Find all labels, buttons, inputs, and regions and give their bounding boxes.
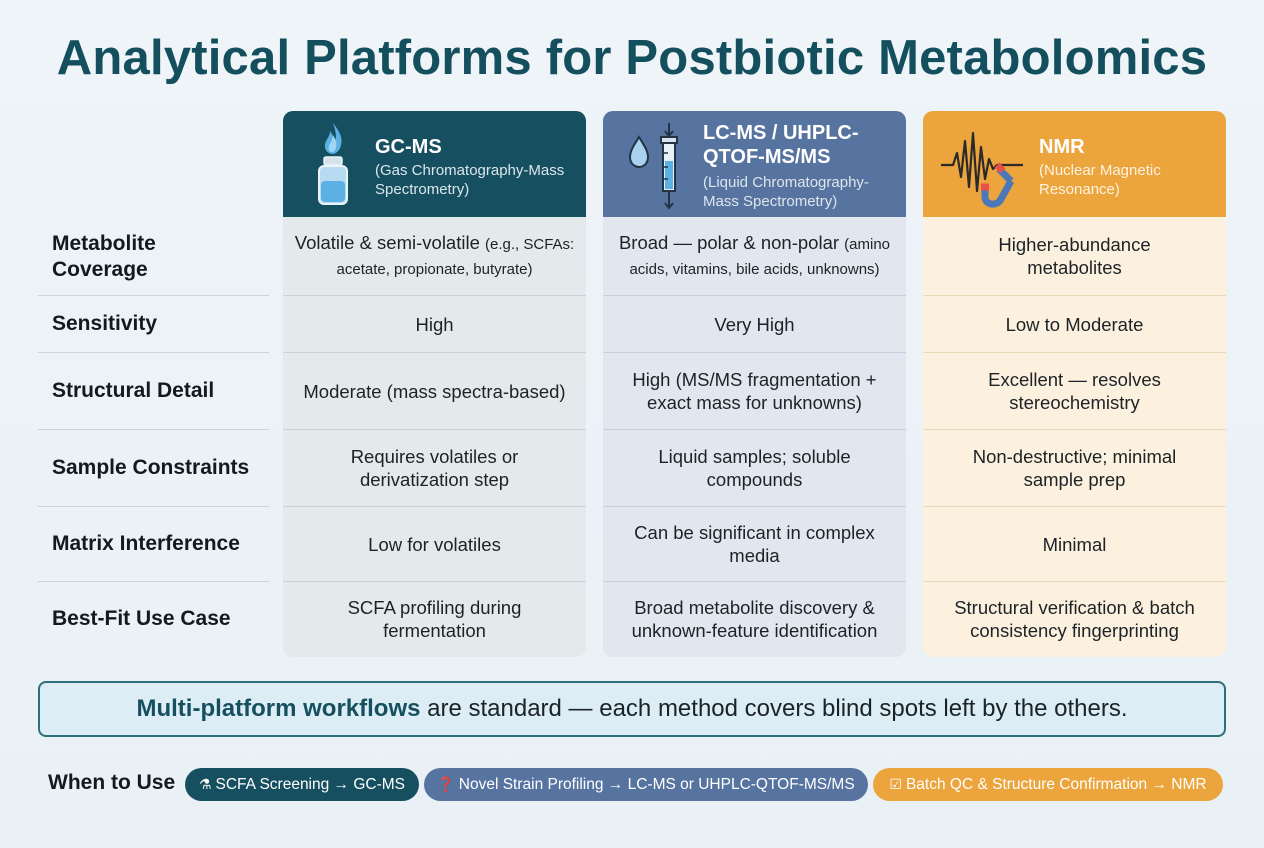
platform-name: LC-MS / UHPLC-QTOF-MS/MS (703, 122, 859, 168)
flame-vial-icon (313, 121, 353, 214)
flask-icon: ⚗ (198, 776, 212, 792)
cell-sensitivity: Low to Moderate (1005, 313, 1144, 335)
banner-emphasis: Multi-platform workflows (136, 695, 421, 722)
use-case-pill-gc-ms: ⚗ SCFA Screening → GC-MS (185, 768, 419, 801)
cell-matrix-interference: Low for volatiles (368, 533, 501, 555)
divider (283, 581, 586, 582)
platform-name: GC-MS (375, 136, 442, 158)
divider (923, 581, 1226, 582)
summary-banner: Multi-platform workflows are standard — … (38, 681, 1226, 737)
coverage-main: Broad — polar & non-polar (618, 232, 840, 253)
row-label-sensitivity: Sensitivity (52, 312, 158, 335)
cell-sample-constraints: Non-destructive; minimal sample prep (972, 446, 1177, 490)
use-case-pill-lc-ms: ❓ Novel Strain Profiling → LC-MS or UHPL… (424, 768, 868, 801)
platform-name: NMR (1039, 136, 1085, 158)
divider (283, 429, 586, 430)
row-divider (38, 295, 269, 296)
row-label-best-fit-use-case: Best-Fit Use Case (52, 607, 231, 630)
cell-coverage: Volatile & semi-volatile (e.g., SCFAs: a… (283, 217, 586, 295)
waveform-magnet-icon (939, 121, 1025, 216)
divider (283, 295, 586, 296)
row-divider (38, 429, 269, 430)
cell-best-fit: Broad metabolite discovery & unknown-fea… (631, 597, 878, 641)
divider (603, 581, 906, 582)
row-label-matrix-interference: Matrix Interference (52, 532, 240, 555)
divider (603, 429, 906, 430)
cell-sample-constraints: Requires volatiles or derivatization ste… (350, 446, 519, 490)
cell-sample-constraints: Liquid samples; soluble compounds (658, 446, 851, 490)
question-icon: ❓ (437, 776, 455, 792)
checkbox-icon: ☑ (889, 776, 902, 792)
divider (923, 429, 1226, 430)
cell-structural-detail: Moderate (mass spectra-based) (303, 380, 566, 402)
pill-text: Novel Strain Profiling → LC-MS or UHPLC-… (458, 775, 855, 793)
cell-structural-detail: High (MS/MS fragmentation + exact mass f… (632, 369, 877, 413)
cell-matrix-interference: Minimal (1042, 533, 1107, 555)
divider (923, 506, 1226, 507)
platform-column-lc-ms: LC-MS / UHPLC-QTOF-MS/MS (Liquid Chromat… (603, 111, 906, 657)
platform-column-nmr: NMR (Nuclear Magnetic Resonance) Higher-… (923, 111, 1226, 657)
divider (283, 352, 586, 353)
divider (283, 506, 586, 507)
use-case-pill-nmr: ☑ Batch QC & Structure Confirmation → NM… (873, 768, 1223, 801)
divider (923, 295, 1226, 296)
platform-column-gc-ms: GC-MS (Gas Chromatography-Mass Spectrome… (283, 111, 586, 657)
column-header-lc-ms: LC-MS / UHPLC-QTOF-MS/MS (Liquid Chromat… (603, 111, 906, 217)
column-header-nmr: NMR (Nuclear Magnetic Resonance) (923, 111, 1226, 217)
droplet-column-icon (625, 121, 685, 216)
cell-coverage: Broad — polar & non-polar (amino acids, … (603, 217, 906, 295)
pill-text: SCFA Screening → GC-MS (215, 775, 406, 793)
cell-sensitivity: Very High (714, 313, 795, 335)
row-divider (38, 581, 269, 582)
divider (603, 295, 906, 296)
cell-coverage: Higher-abundance metabolites (923, 217, 1226, 295)
platform-full-name: (Gas Chromatography-Mass Spectrometry) (375, 162, 565, 198)
column-header-gc-ms: GC-MS (Gas Chromatography-Mass Spectrome… (283, 111, 586, 217)
divider (603, 506, 906, 507)
coverage-detail: (e.g., SCFAs: acetate, propionate, butyr… (336, 236, 575, 278)
coverage-detail: (amino acids, vitamins, bile acids, unkn… (629, 236, 891, 278)
row-divider (38, 352, 269, 353)
cell-structural-detail: Excellent — resolves stereochemistry (988, 369, 1161, 413)
cell-best-fit: Structural verification & batch consiste… (954, 597, 1195, 641)
row-label-metabolite-coverage: Metabolite Coverage (52, 232, 156, 281)
coverage-main: Higher-abundance metabolites (998, 234, 1151, 278)
when-to-use-label: When to Use (48, 771, 176, 794)
row-divider (38, 506, 269, 507)
platform-full-name: (Nuclear Magnetic Resonance) (1039, 162, 1161, 198)
cell-sensitivity: High (415, 313, 454, 335)
divider (923, 352, 1226, 353)
cell-best-fit: SCFA profiling during fermentation (347, 597, 522, 641)
row-label-sample-constraints: Sample Constraints (52, 456, 250, 479)
divider (603, 352, 906, 353)
coverage-main: Volatile & semi-volatile (294, 232, 480, 253)
platform-full-name: (Liquid Chromatography-Mass Spectrometry… (703, 174, 869, 210)
banner-text: are standard — each method covers blind … (420, 695, 1128, 722)
row-label-structural-detail: Structural Detail (52, 379, 215, 402)
pill-text: Batch QC & Structure Confirmation → NMR (905, 775, 1207, 793)
page-title: Analytical Platforms for Postbiotic Meta… (56, 31, 1208, 85)
cell-matrix-interference: Can be significant in complex media (634, 522, 875, 566)
